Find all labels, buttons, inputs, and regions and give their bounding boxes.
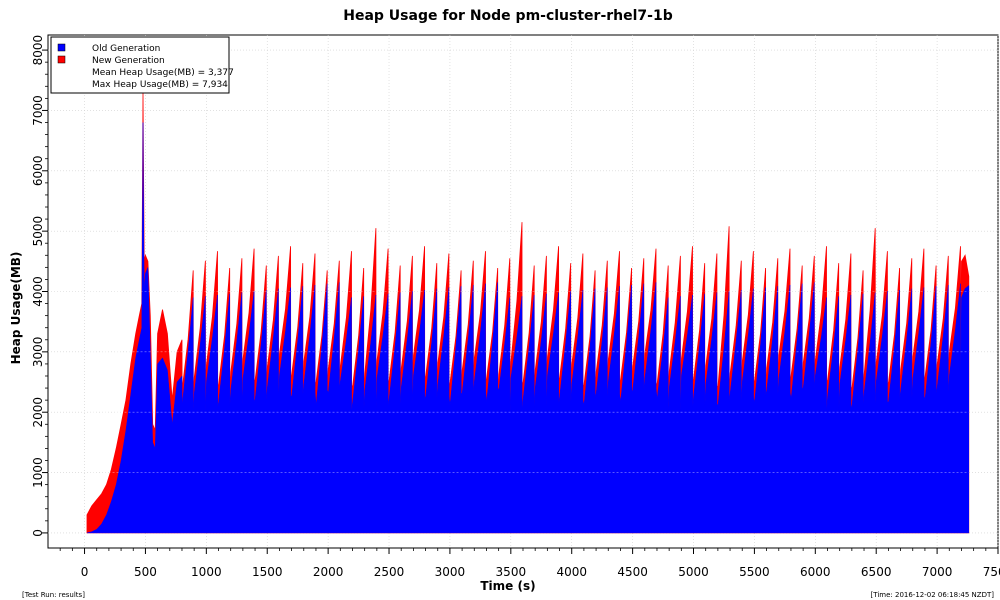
- legend-swatch-new: [57, 55, 66, 64]
- x-tick-label: 2500: [374, 565, 405, 579]
- x-tick-label: 6000: [800, 565, 831, 579]
- x-tick-label: 1000: [191, 565, 222, 579]
- x-tick-label: 5500: [739, 565, 770, 579]
- y-tick-label: 0: [31, 529, 45, 537]
- x-tick-label: 7000: [922, 565, 953, 579]
- y-tick-label: 7000: [31, 95, 45, 126]
- y-tick-label: 8000: [31, 35, 45, 66]
- y-tick-label: 3000: [31, 337, 45, 368]
- x-tick-label: 3500: [496, 565, 527, 579]
- x-tick-label: 4500: [617, 565, 648, 579]
- x-tick-label: 2000: [313, 565, 344, 579]
- legend-label-new: New Generation: [92, 56, 165, 66]
- x-tick-label: 500: [134, 565, 157, 579]
- chart-title: Heap Usage for Node pm-cluster-rhel7-1b: [343, 8, 673, 24]
- x-tick-label: 0: [81, 565, 89, 579]
- legend-mean: Mean Heap Usage(MB) = 3,377: [92, 68, 234, 78]
- y-tick-label: 1000: [31, 457, 45, 488]
- legend-label-old: Old Generation: [92, 44, 160, 54]
- x-tick-label: 1500: [252, 565, 283, 579]
- y-tick-label: 6000: [31, 156, 45, 187]
- x-tick-label: 6500: [861, 565, 892, 579]
- legend-box: [50, 36, 230, 94]
- x-axis: 0 500 1000 1500 2000 2500 3000 3500 4000 4500 5000…: [59, 548, 1000, 579]
- x-tick-label: 3000: [435, 565, 466, 579]
- series-layer: [84, 92, 970, 534]
- y-tick-label: 5000: [31, 216, 45, 247]
- footer-timestamp: [Time: 2016-12-02 06:18:45 NZDT]: [871, 591, 995, 599]
- y-tick-label: 4000: [31, 276, 45, 307]
- legend-max: Max Heap Usage(MB) = 7,934: [92, 80, 228, 90]
- x-tick-label: 7500: [983, 565, 1000, 579]
- series-old-generation: [86, 122, 970, 534]
- y-axis-label: Heap Usage(MB): [9, 252, 23, 365]
- y-tick-label: 2000: [31, 397, 45, 428]
- x-axis-label: Time (s): [480, 579, 535, 593]
- x-tick-label: 5000: [678, 565, 709, 579]
- legend: Old Generation New Generation Mean Heap …: [50, 36, 234, 94]
- x-tick-label: 4000: [556, 565, 587, 579]
- y-axis: 0 1000 2000 3000 4000 5000 6000 7000 8000: [31, 35, 48, 537]
- legend-swatch-old: [57, 43, 66, 52]
- footer-test-run: [Test Run: results]: [22, 591, 85, 599]
